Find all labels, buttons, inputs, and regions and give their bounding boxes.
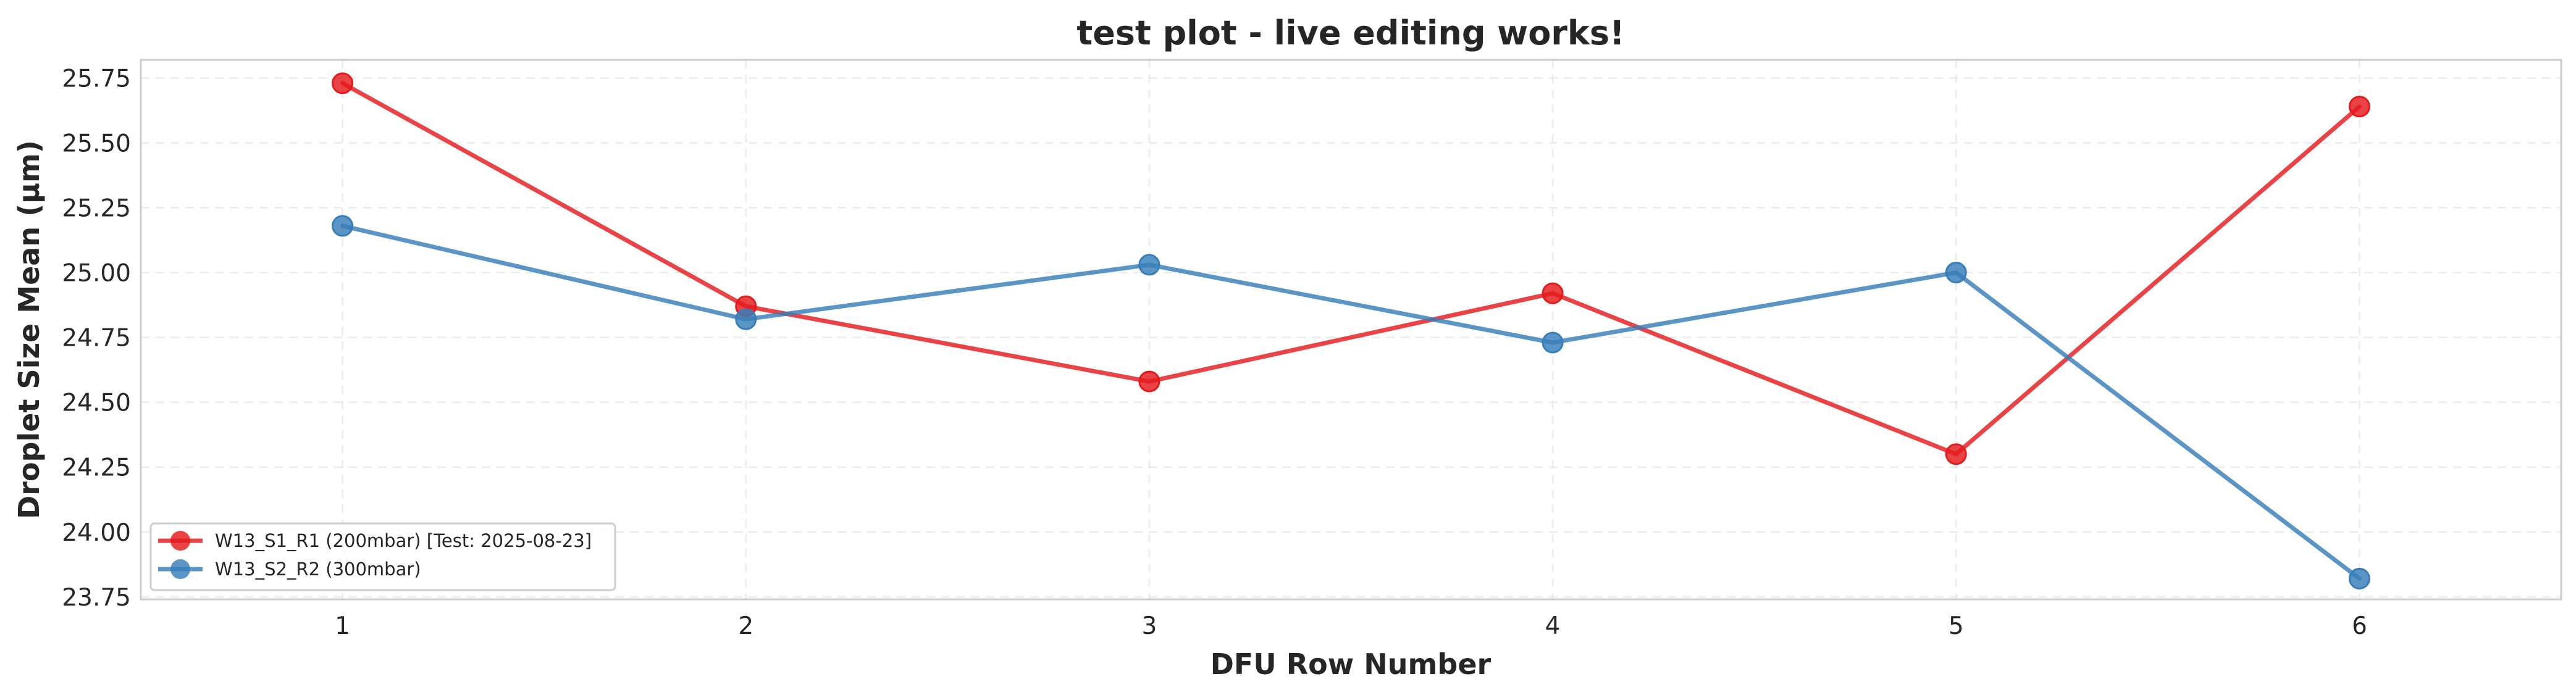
x-tick-label: 1 bbox=[335, 612, 350, 640]
y-axis-ticks: 23.75 24.00 24.25 24.50 24.75 25.00 25.25 25.50… bbox=[62, 65, 131, 611]
series-layer bbox=[332, 72, 2370, 590]
x-tick-label: 2 bbox=[738, 612, 753, 640]
data-point bbox=[2348, 96, 2370, 118]
x-tick-label: 3 bbox=[1142, 612, 1157, 640]
data-point bbox=[1138, 254, 1160, 276]
x-axis-ticks: 1 2 3 4 5 6 bbox=[335, 612, 2367, 640]
series-line bbox=[340, 81, 2362, 457]
legend: W13_S1_R1 (200mbar) [Test: 2025-08-23] W1… bbox=[149, 522, 616, 591]
legend-label: W13_S2_R2 (300mbar) bbox=[215, 559, 421, 580]
x-tick-label: 6 bbox=[2352, 612, 2367, 640]
x-tick-label: 5 bbox=[1949, 612, 1964, 640]
data-point bbox=[2348, 567, 2370, 590]
x-tick-label: 4 bbox=[1545, 612, 1561, 640]
data-point bbox=[1542, 282, 1564, 304]
y-tick-label: 24.75 bbox=[62, 325, 131, 352]
legend-box bbox=[149, 522, 616, 591]
legend-label: W13_S1_R1 (200mbar) [Test: 2025-08-23] bbox=[215, 530, 592, 551]
y-tick-label: 25.75 bbox=[62, 65, 131, 93]
data-point bbox=[1945, 443, 1967, 465]
data-point bbox=[1542, 331, 1564, 354]
data-point bbox=[332, 72, 354, 94]
y-tick-label: 24.00 bbox=[62, 519, 131, 547]
y-tick-label: 25.50 bbox=[62, 130, 131, 157]
data-point bbox=[1138, 370, 1160, 393]
legend-entry: W13_S1_R1 (200mbar) [Test: 2025-08-23] bbox=[158, 530, 592, 551]
data-point bbox=[735, 308, 757, 330]
series-2 bbox=[332, 215, 2370, 590]
legend-marker bbox=[170, 559, 190, 579]
legend-entries: W13_S1_R1 (200mbar) [Test: 2025-08-23] W1… bbox=[158, 530, 592, 580]
chart-title: test plot - live editing works! bbox=[1076, 14, 1624, 52]
legend-entry: W13_S2_R2 (300mbar) bbox=[158, 559, 421, 580]
y-tick-label: 24.50 bbox=[62, 390, 131, 417]
grid bbox=[141, 60, 2561, 599]
y-axis-label: Droplet Size Mean (µm) bbox=[12, 140, 46, 519]
legend-marker bbox=[170, 531, 190, 551]
y-tick-label: 25.00 bbox=[62, 260, 131, 288]
y-tick-label: 25.25 bbox=[62, 195, 131, 223]
x-axis-label: DFU Row Number bbox=[1210, 648, 1491, 681]
data-point bbox=[332, 215, 354, 237]
plot-area-frame bbox=[140, 59, 2562, 601]
y-tick-label: 24.25 bbox=[62, 454, 131, 482]
series-line bbox=[340, 223, 2362, 581]
series-1 bbox=[332, 72, 2370, 465]
y-tick-label: 23.75 bbox=[62, 584, 131, 612]
data-point bbox=[1945, 262, 1967, 284]
